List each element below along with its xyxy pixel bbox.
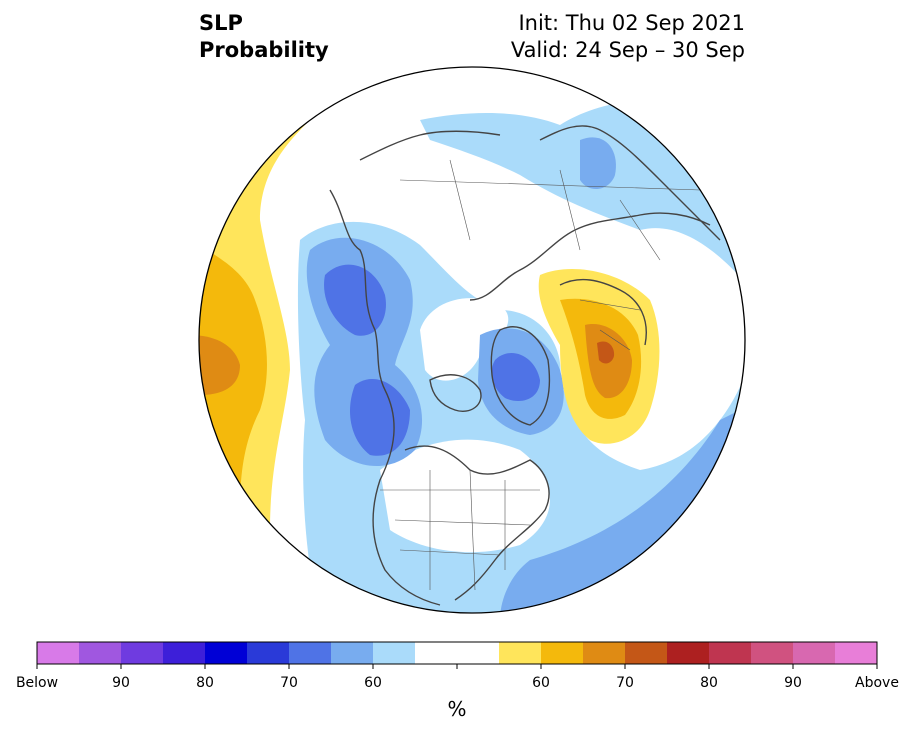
colorbar-swatch: [625, 642, 668, 664]
map-boundary: [198, 66, 746, 614]
contour-white-arctic: [420, 298, 509, 381]
colorbar-tick-label: 60: [364, 675, 382, 691]
colorbar-swatch: [541, 642, 584, 664]
colorbar-swatch: [415, 642, 458, 664]
contour-mid-blue-siberia: [580, 137, 616, 190]
colorbar-swatch: [499, 642, 542, 664]
colorbar-tick-label: 60: [532, 675, 550, 691]
colorbar-swatch: [373, 642, 416, 664]
colorbar-tick-label: 70: [616, 675, 634, 691]
colorbar-swatch: [793, 642, 836, 664]
colorbar-swatch: [667, 642, 710, 664]
colorbar-swatch: [79, 642, 122, 664]
colorbar-tick-label: 80: [700, 675, 718, 691]
colorbar-swatch: [247, 642, 290, 664]
forecast-dates: Init: Thu 02 Sep 2021 Valid: 24 Sep – 30…: [511, 10, 745, 64]
contour-blue-greenland: [491, 352, 540, 401]
colorbar-tick-label: 90: [784, 675, 802, 691]
colorbar-tick-label: Below: [15, 675, 59, 691]
contour-dark-orange-europe: [597, 341, 615, 364]
colorbar-swatch: [163, 642, 206, 664]
colorbar-swatch: [205, 642, 248, 664]
valid-range: Valid: 24 Sep – 30 Sep: [510, 38, 745, 62]
colorbar-tick-label: 90: [112, 675, 130, 691]
colorbar-swatch: [709, 642, 752, 664]
colorbar-tick-label: 70: [280, 675, 298, 691]
title-line-1: SLP: [199, 11, 243, 35]
colorbar: [36, 641, 878, 669]
colorbar-swatch: [457, 642, 500, 664]
colorbar-swatch: [583, 642, 626, 664]
colorbar-swatch: [121, 642, 164, 664]
title-line-2: Probability: [199, 38, 329, 62]
contour-blue-bering: [350, 379, 410, 456]
init-date: Init: Thu 02 Sep 2021: [518, 11, 745, 35]
probability-field: [199, 67, 745, 613]
coastlines: [329, 125, 721, 606]
colorbar-swatch: [835, 642, 878, 664]
colorbar-swatch: [331, 642, 374, 664]
colorbar-tick-label: Above: [855, 675, 899, 691]
colorbar-swatch: [751, 642, 794, 664]
borders: [380, 159, 701, 591]
map-title: SLP Probability: [199, 10, 329, 64]
colorbar-tick-label: 80: [196, 675, 214, 691]
colorbar-swatch: [37, 642, 80, 664]
colorbar-swatch: [289, 642, 332, 664]
colorbar-unit: %: [447, 697, 467, 721]
